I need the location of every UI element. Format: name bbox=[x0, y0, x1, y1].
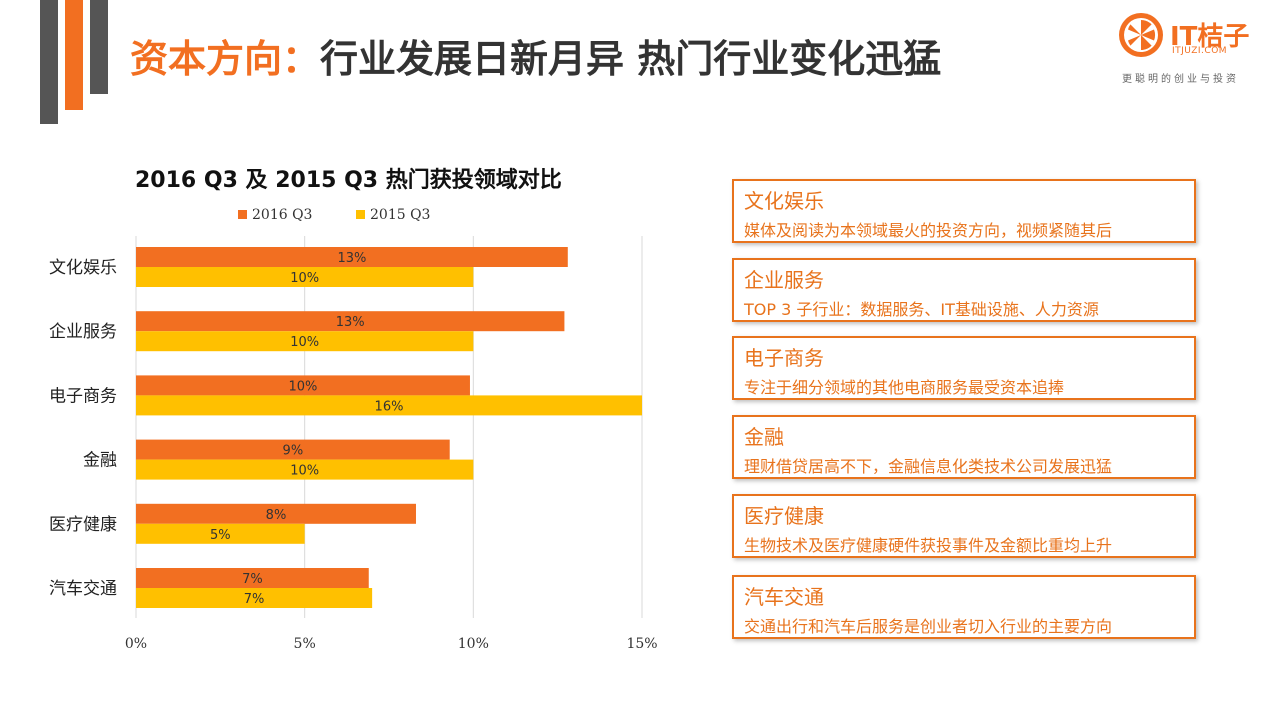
brand-logo: IT桔子 ITJUZI.COM 更聪明的创业与投资 bbox=[1118, 12, 1258, 88]
insight-card: 金融理财借贷居高不下，金融信息化类技术公司发展迅猛 bbox=[732, 415, 1196, 479]
insight-card-title: 电子商务 bbox=[744, 346, 824, 370]
bar-2016q3-2 bbox=[136, 375, 470, 396]
insight-card-title: 金融 bbox=[744, 425, 784, 449]
orange-slice-icon bbox=[1119, 13, 1163, 57]
data-label-2015q3-5: 7% bbox=[244, 592, 265, 607]
data-label-2016q3-3: 9% bbox=[283, 444, 304, 459]
page-title: 资本方向：行业发展日新月异 热门行业变化迅猛 bbox=[130, 28, 941, 83]
bar-2015q3-0 bbox=[136, 267, 474, 287]
x-tick-label-3: 15% bbox=[626, 636, 657, 652]
insight-card-desc: TOP 3 子行业：数据服务、IT基础设施、人力资源 bbox=[744, 300, 1099, 319]
category-label-5: 汽车交通 bbox=[49, 579, 117, 599]
x-tick-label-2: 10% bbox=[458, 636, 489, 652]
category-label-0: 文化娱乐 bbox=[49, 258, 117, 278]
insight-card: 文化娱乐媒体及阅读为本领域最火的投资方向，视频紧随其后 bbox=[732, 179, 1196, 243]
insight-card-desc: 生物技术及医疗健康硬件获投事件及金额比重均上升 bbox=[744, 536, 1113, 555]
bar-2016q3-4 bbox=[136, 503, 416, 524]
data-label-2015q3-3: 10% bbox=[290, 464, 319, 479]
bar-2015q3-1 bbox=[136, 331, 474, 352]
x-tick-label-0: 0% bbox=[125, 636, 147, 652]
insight-card-title: 文化娱乐 bbox=[744, 189, 824, 213]
insight-card-title: 汽车交通 bbox=[744, 585, 824, 609]
category-label-2: 电子商务 bbox=[49, 386, 117, 406]
decor-bar-orange bbox=[65, 0, 83, 110]
data-label-2015q3-1: 10% bbox=[290, 335, 319, 350]
x-tick-label-1: 5% bbox=[294, 636, 316, 652]
insight-card-desc: 交通出行和汽车后服务是创业者切入行业的主要方向 bbox=[744, 617, 1113, 636]
decor-bar-gray-left bbox=[40, 0, 58, 124]
data-label-2016q3-5: 7% bbox=[242, 572, 263, 587]
legend-label-0: 2016 Q3 bbox=[252, 207, 312, 223]
bar-2015q3-2 bbox=[136, 395, 642, 416]
decor-bar-gray-right bbox=[90, 0, 108, 94]
data-label-2015q3-2: 16% bbox=[375, 399, 404, 414]
legend-label-1: 2015 Q3 bbox=[370, 207, 430, 223]
data-label-2016q3-1: 13% bbox=[336, 315, 365, 330]
bar-2016q3-1 bbox=[136, 311, 565, 332]
bar-2016q3-0 bbox=[136, 247, 568, 267]
insight-card-desc: 理财借贷居高不下，金融信息化类技术公司发展迅猛 bbox=[744, 457, 1113, 476]
bar-2015q3-4 bbox=[136, 523, 305, 544]
data-label-2016q3-4: 8% bbox=[266, 508, 287, 523]
insight-card: 电子商务专注于细分领域的其他电商服务最受资本追捧 bbox=[732, 336, 1196, 400]
data-label-2016q3-2: 10% bbox=[289, 379, 318, 394]
bar-2015q3-5 bbox=[136, 588, 373, 608]
insight-card-desc: 媒体及阅读为本领域最火的投资方向，视频紧随其后 bbox=[744, 221, 1113, 240]
data-label-2016q3-0: 13% bbox=[337, 251, 366, 266]
bar-2015q3-3 bbox=[136, 459, 474, 480]
insight-card: 医疗健康生物技术及医疗健康硬件获投事件及金额比重均上升 bbox=[732, 494, 1196, 558]
page-title-accent: 资本方向： bbox=[130, 37, 321, 81]
data-label-2015q3-0: 10% bbox=[290, 271, 319, 286]
insight-card-desc: 专注于细分领域的其他电商服务最受资本追捧 bbox=[744, 378, 1065, 397]
logo-name: IT桔子 bbox=[1170, 22, 1250, 52]
category-label-4: 医疗健康 bbox=[49, 515, 117, 535]
bar-2016q3-3 bbox=[136, 439, 450, 460]
page-title-main: 行业发展日新月异 热门行业变化迅猛 bbox=[320, 37, 942, 81]
chart-title: 2016 Q3 及 2015 Q3 热门获投领域对比 bbox=[135, 168, 562, 193]
legend-swatch-1 bbox=[356, 210, 365, 219]
insight-card: 企业服务 TOP 3 子行业：数据服务、IT基础设施、人力资源 bbox=[732, 258, 1196, 322]
insight-card: 汽车交通交通出行和汽车后服务是创业者切入行业的主要方向 bbox=[732, 575, 1196, 639]
logo-slogan: 更聪明的创业与投资 bbox=[1122, 74, 1239, 85]
data-label-2015q3-4: 5% bbox=[210, 528, 231, 543]
bar-chart: 2016 Q3 2015 Q3 0% 5% 10% 15% 文化娱乐 13% 10% 企业服务 13… bbox=[49, 207, 658, 652]
bar-2016q3-5 bbox=[136, 568, 369, 588]
category-label-3: 金融 bbox=[83, 451, 117, 471]
insight-card-title: 医疗健康 bbox=[744, 504, 824, 528]
legend-swatch-0 bbox=[238, 210, 247, 219]
category-label-1: 企业服务 bbox=[49, 322, 117, 342]
insight-card-title: 企业服务 bbox=[744, 268, 824, 292]
logo-domain: ITJUZI.COM bbox=[1172, 46, 1228, 56]
